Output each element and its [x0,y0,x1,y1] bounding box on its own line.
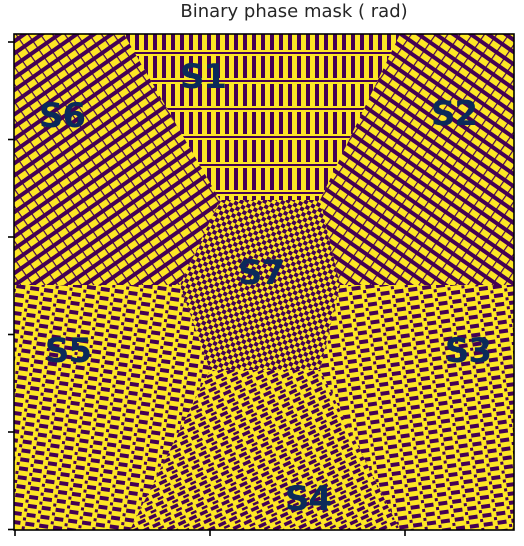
region-s5 [14,285,210,530]
region-label-s5: S5 [45,331,91,371]
region-label-s1: S1 [180,57,226,97]
region-s1 [124,34,400,200]
region-s2 [320,34,514,285]
region-s3 [320,285,514,530]
region-label-s7: S7 [238,253,284,293]
region-s4 [130,370,400,530]
region-label-s3: S3 [445,331,491,371]
region-label-s6: S6 [39,96,85,136]
region-s6 [14,34,220,285]
region-s7 [180,200,340,370]
x-axis-ticks [14,530,406,536]
y-axis-ticks [8,41,14,531]
axes-frame [13,33,515,531]
region-labels: S1 S2 S3 S4 S5 S6 S7 [39,57,492,519]
region-label-s2: S2 [431,94,477,134]
plot-area [14,34,514,530]
region-label-s4: S4 [285,479,331,519]
chart-title: Binary phase mask ( rad) [180,1,407,22]
